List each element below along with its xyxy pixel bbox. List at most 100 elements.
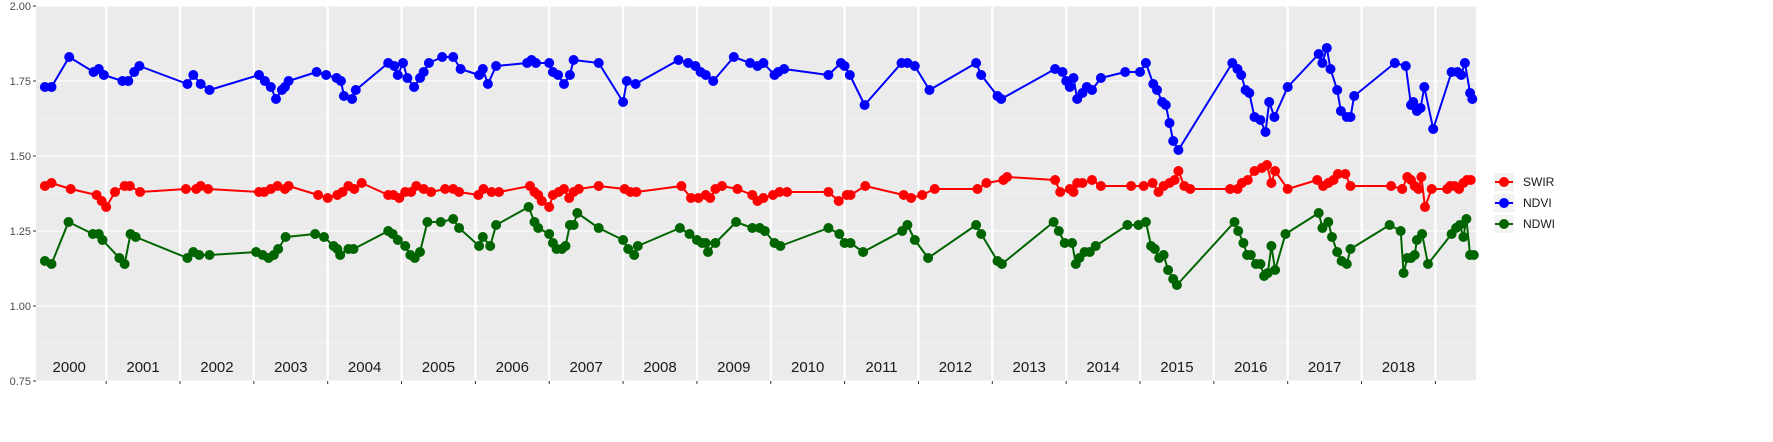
y-tick-label: 2.00	[10, 1, 31, 13]
data-point	[1428, 124, 1439, 134]
data-point	[673, 55, 684, 65]
data-point	[454, 223, 465, 233]
year-label: 2016	[1234, 359, 1267, 376]
data-point	[1417, 229, 1428, 239]
data-point	[319, 232, 329, 242]
data-point	[1126, 181, 1137, 191]
data-point	[1269, 112, 1280, 122]
data-point	[204, 250, 215, 260]
data-point	[474, 241, 485, 251]
legend-item: NDWI	[1494, 215, 1555, 233]
data-point	[494, 187, 504, 197]
data-point	[1087, 175, 1097, 185]
data-point	[906, 193, 917, 203]
data-point	[1461, 214, 1472, 224]
data-point	[996, 259, 1007, 269]
year-label: 2000	[53, 359, 86, 376]
data-point	[924, 85, 935, 95]
data-point	[1454, 220, 1465, 230]
data-point	[124, 181, 135, 191]
data-point	[422, 217, 433, 227]
data-point	[972, 184, 983, 194]
series-ndvi	[39, 43, 1478, 155]
data-point	[909, 235, 920, 245]
data-point	[593, 223, 604, 233]
data-point	[448, 52, 459, 62]
data-point	[1345, 244, 1356, 254]
data-point	[700, 238, 711, 248]
data-point	[110, 187, 120, 197]
data-point	[1323, 217, 1334, 227]
data-point	[782, 187, 792, 197]
data-point	[1419, 82, 1430, 92]
data-point	[1389, 58, 1400, 68]
data-point	[1135, 67, 1145, 77]
data-point	[435, 217, 446, 227]
series-layer	[39, 43, 1479, 290]
data-point	[322, 193, 333, 203]
data-point	[482, 79, 493, 89]
data-point	[1185, 184, 1196, 194]
legend-label: SWIR	[1523, 175, 1555, 189]
data-point	[311, 67, 322, 77]
data-point	[674, 223, 685, 233]
data-point	[1233, 226, 1244, 236]
data-point	[1236, 70, 1247, 80]
data-point	[485, 241, 496, 251]
data-point	[347, 94, 358, 104]
y-tick-label: 1.25	[10, 226, 31, 238]
data-point	[544, 58, 555, 68]
data-point	[860, 181, 871, 191]
series-ndwi	[39, 202, 1479, 290]
data-point	[1420, 202, 1430, 212]
year-label: 2003	[274, 359, 307, 376]
data-point	[1068, 187, 1079, 197]
data-point	[1400, 61, 1411, 71]
data-point	[349, 184, 360, 194]
y-axis: 0.75 1.00 1.25 1.50 1.75 2.00	[10, 1, 36, 388]
data-point	[1173, 166, 1184, 176]
data-point	[1244, 88, 1255, 98]
data-point	[350, 85, 361, 95]
data-point	[1245, 250, 1256, 260]
data-point	[477, 232, 488, 242]
data-point	[1332, 85, 1343, 95]
data-point	[46, 259, 57, 269]
data-point	[703, 247, 713, 257]
data-point	[731, 217, 742, 227]
year-label: 2007	[569, 359, 602, 376]
data-point	[1090, 241, 1101, 251]
data-point	[1313, 208, 1324, 218]
data-point	[440, 184, 451, 194]
data-point	[823, 70, 834, 80]
data-point	[1467, 94, 1478, 104]
year-label: 2017	[1308, 359, 1341, 376]
data-point	[313, 190, 324, 200]
data-point	[1242, 175, 1253, 185]
data-point	[1067, 238, 1078, 248]
data-point	[747, 223, 758, 233]
data-point	[1266, 241, 1277, 251]
year-label: 2013	[1013, 359, 1046, 376]
data-point	[774, 187, 785, 197]
data-point	[971, 220, 982, 230]
data-point	[1140, 58, 1151, 68]
data-point	[409, 82, 420, 92]
data-point	[1120, 67, 1131, 77]
data-point	[1321, 43, 1332, 53]
data-point	[195, 79, 206, 89]
data-point	[1465, 175, 1476, 185]
data-point	[1397, 184, 1408, 194]
data-point	[1160, 100, 1171, 110]
data-point	[283, 76, 294, 86]
data-point	[392, 235, 403, 245]
data-point	[1171, 280, 1182, 290]
data-point	[573, 184, 584, 194]
data-point	[454, 187, 465, 197]
data-point	[182, 79, 193, 89]
y-tick-label: 1.75	[10, 76, 31, 88]
data-point	[976, 229, 987, 239]
x-axis	[105, 381, 1436, 384]
data-point	[389, 61, 400, 71]
